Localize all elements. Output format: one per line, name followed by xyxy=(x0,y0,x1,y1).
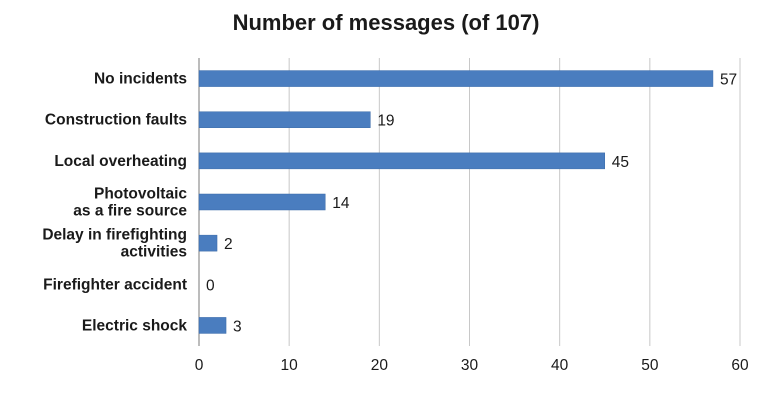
bar xyxy=(198,193,326,211)
data-label: 45 xyxy=(612,154,629,171)
chart-title: Number of messages (of 107) xyxy=(233,10,540,35)
category-label: Photovoltaic as a fire source xyxy=(73,186,187,220)
data-label: 2 xyxy=(224,236,233,253)
data-label: 57 xyxy=(720,72,737,89)
category-label: Electric shock xyxy=(82,317,187,334)
data-labels: 57 19 45 14 2 0 3 xyxy=(206,72,737,336)
category-label: Delay in firefighting activities xyxy=(42,227,187,261)
x-axis-ticks: 0 10 20 30 40 50 60 xyxy=(195,357,749,374)
x-tick-label: 0 xyxy=(195,357,204,374)
x-tick-label: 30 xyxy=(461,357,479,374)
bar xyxy=(198,111,371,128)
bar xyxy=(198,317,227,334)
grid-lines xyxy=(198,58,741,346)
category-label: No incidents xyxy=(94,71,187,88)
x-tick-label: 10 xyxy=(281,357,299,374)
category-label: Construction faults xyxy=(45,112,187,129)
data-label: 3 xyxy=(233,318,242,335)
category-labels: No incidents Construction faults Local ove… xyxy=(42,71,187,335)
category-label: Local overheating xyxy=(54,153,187,170)
bars xyxy=(198,70,714,334)
data-label: 14 xyxy=(332,195,350,212)
x-tick-label: 60 xyxy=(731,357,749,374)
bar xyxy=(198,234,218,252)
category-label: Firefighter accident xyxy=(43,276,187,293)
x-tick-label: 40 xyxy=(551,357,569,374)
data-label: 0 xyxy=(206,277,215,294)
bar xyxy=(198,152,605,170)
x-tick-label: 20 xyxy=(371,357,389,374)
bar xyxy=(198,70,714,87)
x-tick-label: 50 xyxy=(641,357,659,374)
data-label: 19 xyxy=(377,113,394,130)
